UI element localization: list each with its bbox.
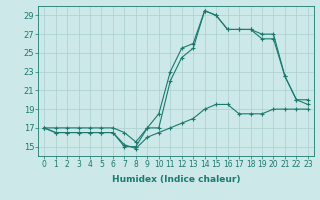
X-axis label: Humidex (Indice chaleur): Humidex (Indice chaleur)	[112, 175, 240, 184]
